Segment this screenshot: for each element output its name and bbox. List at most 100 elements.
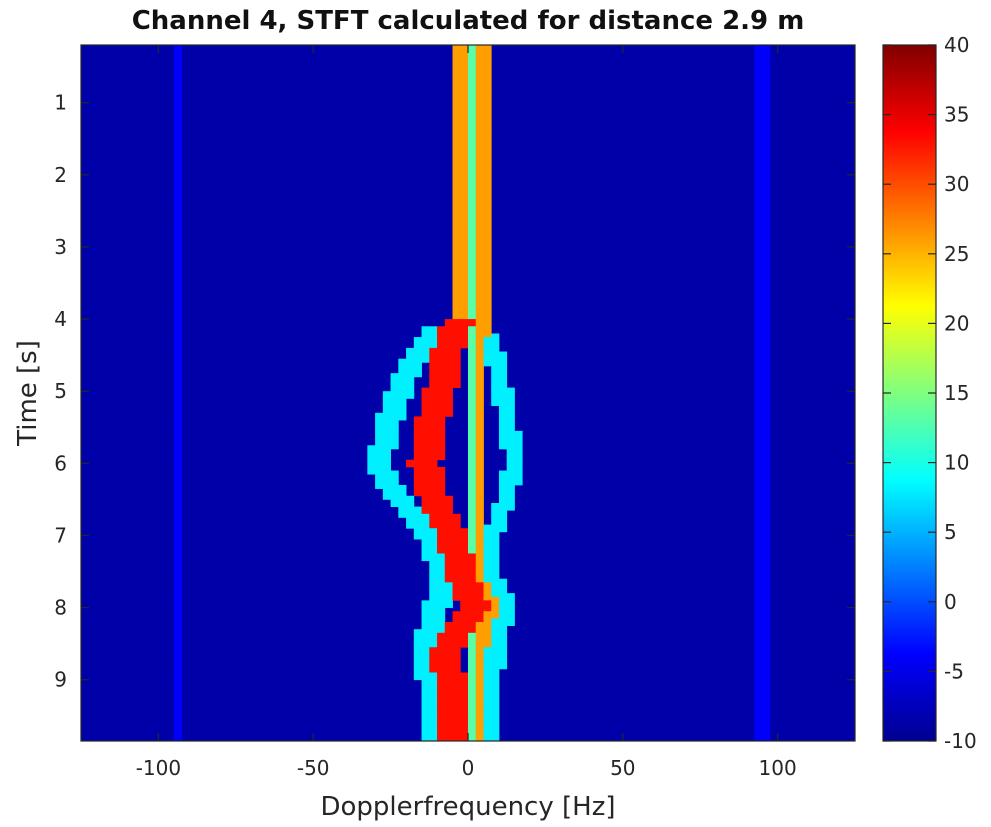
heatmap-cell [754, 279, 771, 284]
heatmap-cell [475, 293, 492, 298]
heatmap-cell [754, 239, 771, 244]
heatmap-cell [754, 567, 771, 572]
heatmap-cell [429, 575, 446, 580]
heatmap-cell [468, 239, 477, 244]
heatmap-cell [754, 629, 771, 634]
heatmap-cell [468, 113, 477, 118]
heatmap-cell [452, 257, 469, 262]
heatmap-cell [468, 127, 477, 132]
heatmap-cell [452, 59, 469, 64]
heatmap-cell [754, 524, 771, 529]
heatmap-cell [468, 203, 477, 208]
heatmap-cell [475, 434, 484, 439]
heatmap-cell [173, 391, 183, 396]
heatmap-cell [429, 521, 461, 526]
heatmap-cell [506, 456, 523, 461]
heatmap-cell [437, 737, 469, 741]
heatmap-cell [475, 272, 492, 277]
heatmap-cell [413, 654, 430, 659]
heatmap-cell [375, 474, 399, 479]
heatmap-cell [421, 679, 438, 684]
y-tick-label: 6 [54, 451, 67, 475]
heatmap-cell [754, 337, 771, 342]
heatmap-cell [452, 99, 469, 104]
heatmap-cell [475, 528, 484, 533]
heatmap-cell [491, 625, 508, 630]
heatmap-cell [468, 304, 477, 309]
heatmap-cell [475, 308, 492, 313]
heatmap-cell [452, 214, 469, 219]
heatmap-cell [429, 355, 461, 360]
heatmap-cell [475, 694, 484, 699]
heatmap-cell [173, 264, 183, 269]
heatmap-cell [468, 430, 477, 435]
heatmap-cell [475, 402, 484, 407]
heatmap-cell [421, 600, 453, 605]
heatmap-cell [498, 492, 515, 497]
heatmap-cell [375, 484, 407, 489]
heatmap-cell [754, 603, 771, 608]
heatmap-cell [483, 596, 500, 601]
y-tick-label: 9 [54, 668, 67, 692]
colorbar-tick-label: 35 [944, 103, 969, 127]
heatmap-cell [452, 77, 469, 82]
heatmap-cell [468, 466, 477, 471]
heatmap-cell [173, 319, 183, 324]
heatmap-cell [468, 232, 477, 237]
heatmap-cell [452, 272, 469, 277]
heatmap-cell [413, 337, 438, 342]
heatmap-cell [173, 712, 183, 717]
heatmap-cell [498, 495, 515, 500]
heatmap-cell [754, 308, 771, 313]
heatmap-cell [475, 131, 492, 136]
heatmap-cell [468, 250, 477, 255]
heatmap-cell [754, 726, 771, 731]
heatmap-cell [367, 463, 391, 468]
heatmap-cell [413, 535, 438, 540]
heatmap-cell [173, 676, 183, 681]
heatmap-cell [754, 91, 771, 96]
heatmap-cell [475, 239, 492, 244]
heatmap-cell [437, 643, 469, 648]
heatmap-cell [468, 124, 477, 129]
heatmap-cell [483, 567, 500, 572]
heatmap-cell [390, 502, 415, 507]
heatmap-cell [754, 434, 771, 439]
heatmap-cell [173, 524, 183, 529]
heatmap-cell [429, 376, 461, 381]
heatmap-cell [754, 492, 771, 497]
heatmap-cell [468, 704, 477, 709]
heatmap-cell [173, 737, 183, 741]
heatmap-cell [173, 275, 183, 280]
heatmap-cell [475, 466, 484, 471]
heatmap-cell [498, 611, 515, 616]
heatmap-cell [498, 409, 515, 414]
heatmap-cell [475, 268, 492, 273]
heatmap-cell [754, 275, 771, 280]
heatmap-cell [421, 557, 446, 562]
heatmap-cell [429, 564, 446, 569]
heatmap-cell [468, 221, 477, 226]
heatmap-cell [475, 394, 484, 399]
heatmap-cell [483, 690, 500, 695]
heatmap-cell [375, 420, 399, 425]
heatmap-cell [173, 542, 183, 547]
heatmap-cell [754, 701, 771, 706]
heatmap-cell [754, 261, 771, 266]
heatmap-cell [475, 722, 484, 727]
heatmap-cell [754, 135, 771, 140]
heatmap-cell [173, 683, 183, 688]
heatmap-cell [754, 557, 771, 562]
heatmap-cell [413, 470, 446, 475]
heatmap-cell [452, 210, 469, 215]
heatmap-cell [754, 430, 771, 435]
heatmap-cell [421, 611, 446, 616]
heatmap-cell [475, 99, 492, 104]
heatmap-cell [173, 142, 183, 147]
heatmap-cell [452, 283, 469, 288]
heatmap-cell [475, 409, 484, 414]
heatmap-cell [475, 246, 492, 251]
heatmap-cell [491, 394, 515, 399]
heatmap-cell [413, 668, 430, 673]
heatmap-cell [460, 607, 492, 612]
